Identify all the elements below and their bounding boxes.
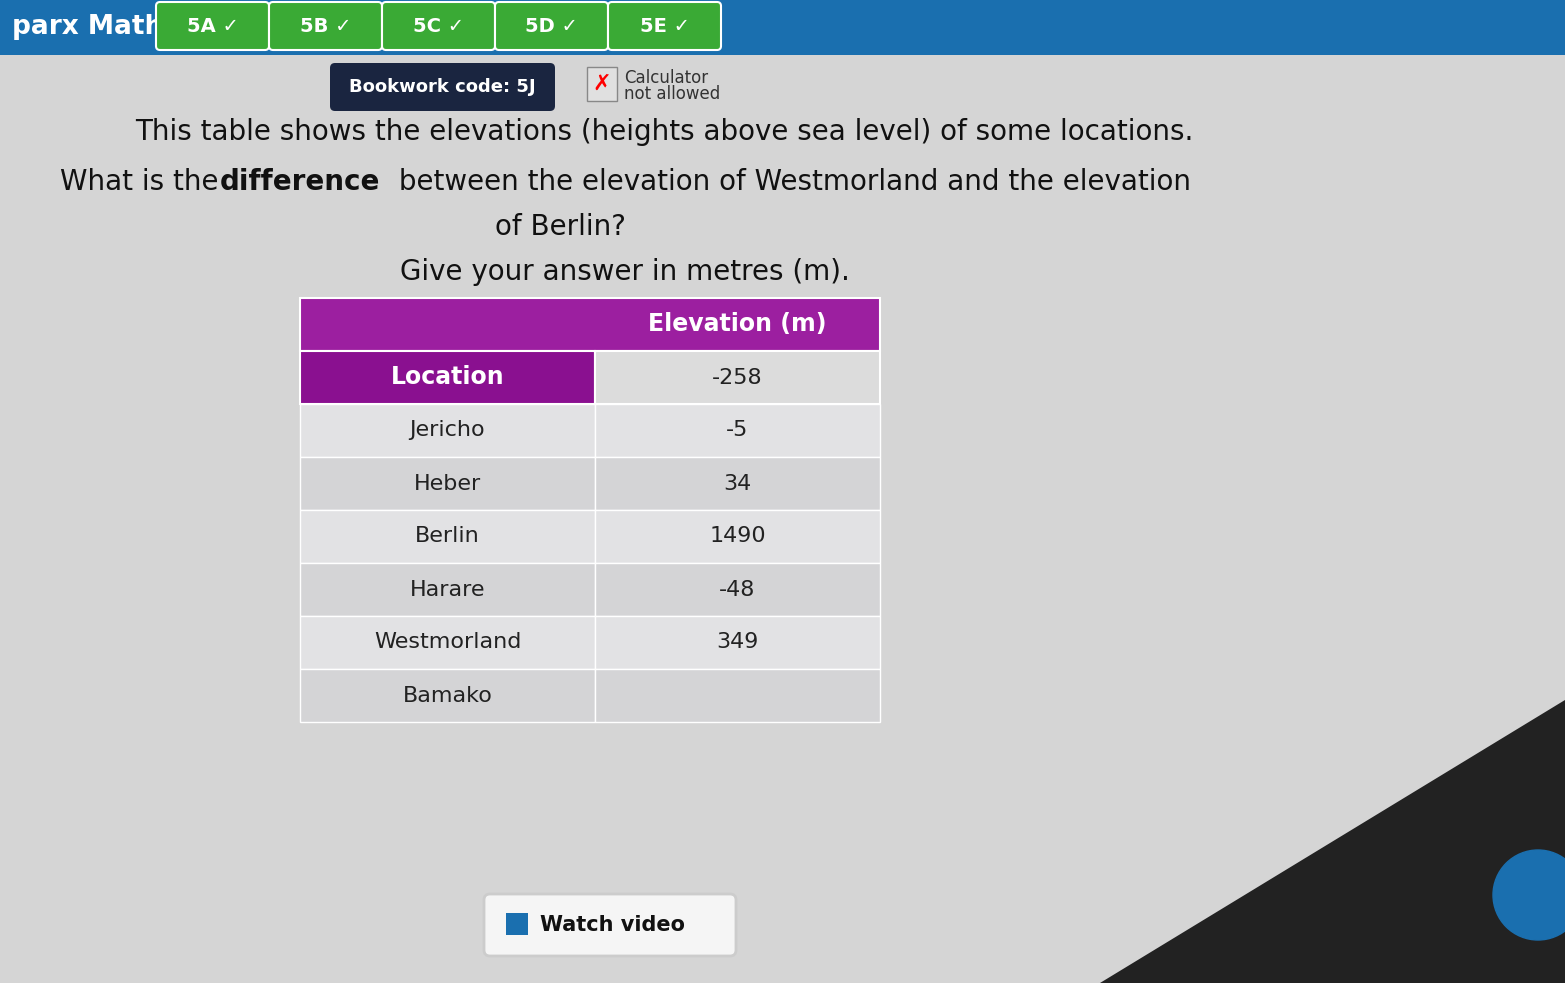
Text: between the elevation of Westmorland and the elevation: between the elevation of Westmorland and… xyxy=(390,168,1191,196)
FancyBboxPatch shape xyxy=(300,669,595,722)
Text: 5C ✓: 5C ✓ xyxy=(413,17,465,35)
Text: Bamako: Bamako xyxy=(402,685,493,706)
FancyBboxPatch shape xyxy=(595,616,880,669)
Text: -258: -258 xyxy=(712,368,762,387)
Text: not allowed: not allowed xyxy=(624,85,720,103)
FancyBboxPatch shape xyxy=(0,0,1565,55)
Text: of Berlin?: of Berlin? xyxy=(495,213,626,241)
Text: 5B ✓: 5B ✓ xyxy=(300,17,351,35)
Text: 1490: 1490 xyxy=(709,527,765,547)
Text: This table shows the elevations (heights above sea level) of some locations.: This table shows the elevations (heights… xyxy=(135,118,1194,146)
Text: 349: 349 xyxy=(717,632,759,653)
FancyBboxPatch shape xyxy=(300,510,595,563)
Text: -48: -48 xyxy=(720,580,756,600)
FancyBboxPatch shape xyxy=(330,63,556,111)
FancyBboxPatch shape xyxy=(300,298,880,351)
Text: 34: 34 xyxy=(723,474,751,493)
FancyBboxPatch shape xyxy=(595,669,880,722)
FancyBboxPatch shape xyxy=(300,404,595,457)
FancyBboxPatch shape xyxy=(382,2,495,50)
FancyBboxPatch shape xyxy=(300,351,595,404)
Text: Harare: Harare xyxy=(410,580,485,600)
Text: Give your answer in metres (m).: Give your answer in metres (m). xyxy=(401,258,850,286)
FancyBboxPatch shape xyxy=(595,510,880,563)
FancyBboxPatch shape xyxy=(587,67,617,101)
Text: difference: difference xyxy=(221,168,380,196)
Text: 5E ✓: 5E ✓ xyxy=(640,17,690,35)
Text: parx Maths: parx Maths xyxy=(13,14,178,40)
FancyBboxPatch shape xyxy=(595,351,880,404)
FancyBboxPatch shape xyxy=(484,894,736,956)
Text: Heber: Heber xyxy=(413,474,480,493)
FancyBboxPatch shape xyxy=(495,2,607,50)
FancyBboxPatch shape xyxy=(300,616,595,669)
FancyBboxPatch shape xyxy=(156,2,269,50)
Text: What is the: What is the xyxy=(59,168,227,196)
Text: Watch video: Watch video xyxy=(540,915,685,935)
FancyBboxPatch shape xyxy=(607,2,721,50)
Text: Berlin: Berlin xyxy=(415,527,480,547)
FancyBboxPatch shape xyxy=(595,404,880,457)
Text: Bookwork code: 5J: Bookwork code: 5J xyxy=(349,78,535,96)
FancyBboxPatch shape xyxy=(505,913,527,935)
Text: Elevation (m): Elevation (m) xyxy=(648,313,826,336)
FancyBboxPatch shape xyxy=(595,563,880,616)
FancyBboxPatch shape xyxy=(300,457,595,510)
Text: 5A ✓: 5A ✓ xyxy=(186,17,238,35)
Text: Location: Location xyxy=(391,366,504,389)
Text: 5D ✓: 5D ✓ xyxy=(526,17,577,35)
Text: Calculator: Calculator xyxy=(624,69,707,87)
Text: ✗: ✗ xyxy=(593,74,612,94)
Circle shape xyxy=(1493,850,1565,940)
Polygon shape xyxy=(1100,700,1565,983)
FancyBboxPatch shape xyxy=(595,457,880,510)
Text: Westmorland: Westmorland xyxy=(374,632,521,653)
Text: Jericho: Jericho xyxy=(410,421,485,440)
Text: -5: -5 xyxy=(726,421,748,440)
FancyBboxPatch shape xyxy=(300,563,595,616)
FancyBboxPatch shape xyxy=(269,2,382,50)
